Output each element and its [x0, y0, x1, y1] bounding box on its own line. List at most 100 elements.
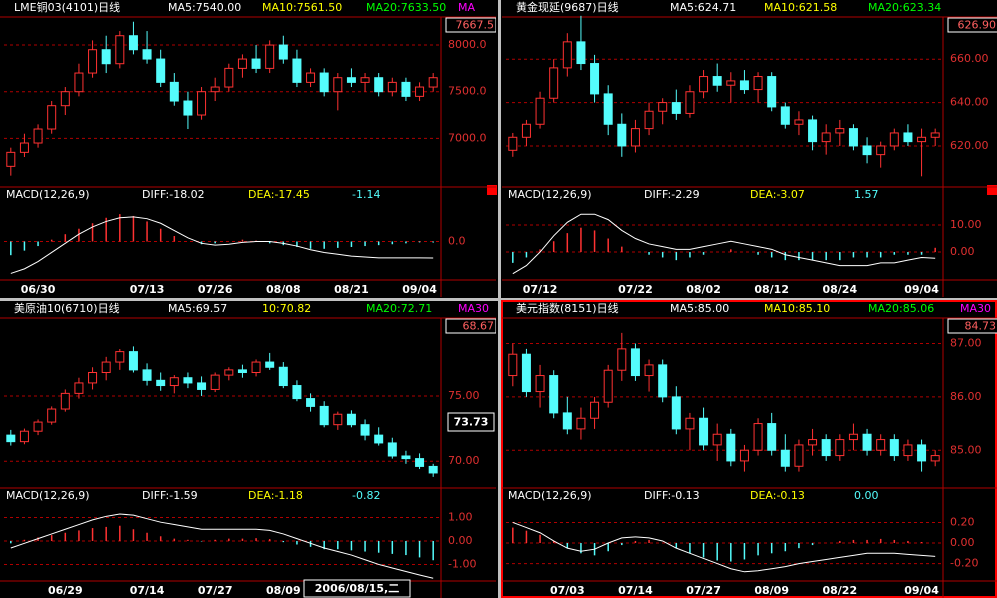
candle-body: [74, 72, 84, 93]
candle-body: [780, 106, 790, 125]
candle-body: [265, 361, 275, 368]
dea-label: DEA:-17.45: [248, 188, 310, 201]
candle-body: [889, 132, 899, 147]
candle-body: [251, 58, 261, 69]
x-tick-label: 07/22: [618, 283, 653, 296]
ma-label: MA5:624.71: [670, 1, 736, 14]
candle-body: [360, 77, 370, 83]
diff-line: [10, 513, 434, 579]
y-tick-label: 85.00: [950, 443, 982, 456]
candle-body: [903, 132, 913, 143]
candle-body: [292, 58, 302, 83]
candle-body: [617, 348, 627, 371]
candle-body: [210, 86, 220, 93]
x-tick-label: 06/30: [21, 283, 56, 296]
candle-body: [590, 401, 600, 419]
chart-title: 美原油10(6710)日线: [14, 301, 120, 315]
ma-label: MA10:7561.50: [262, 1, 342, 14]
candle-body: [387, 81, 397, 93]
candle-body: [60, 91, 70, 107]
ma-label: MA20:72.71: [366, 302, 432, 315]
candle-body: [917, 136, 927, 143]
candle-body: [535, 375, 545, 393]
candle-body: [644, 364, 654, 377]
candle-body: [671, 102, 681, 114]
candle-body: [401, 81, 411, 97]
x-tick-label: 07/26: [198, 283, 233, 296]
candle-body: [306, 72, 316, 83]
diff-label: DIFF:-2.29: [644, 188, 700, 201]
candle-body: [415, 86, 425, 97]
macd-value-label: -1.14: [352, 188, 380, 201]
x-tick-label: 09/04: [904, 584, 939, 597]
candle-body: [562, 412, 572, 430]
diff-line: [10, 216, 434, 274]
candle-body: [753, 423, 763, 451]
chart-title: 美元指数(8151)日线: [516, 301, 619, 315]
candle-body: [88, 371, 98, 384]
candle-body: [767, 423, 777, 451]
macd-tick-label: -0.20: [950, 557, 978, 570]
x-tick-label: 08/09: [754, 584, 789, 597]
y-tick-label: 7500.0: [448, 85, 487, 98]
ma-label: MA20:85.06: [868, 302, 934, 315]
candle-body: [428, 77, 438, 88]
ma-label: MA20:7633.50: [366, 1, 446, 14]
candle-body: [521, 123, 531, 138]
x-tick-label: 06/29: [48, 584, 83, 597]
candle-body: [387, 442, 397, 457]
y-tick-label: 620.00: [950, 139, 989, 152]
candle-body: [590, 63, 600, 95]
x-tick-label: 09/04: [402, 283, 437, 296]
candle-body: [115, 351, 125, 363]
ma-label: MA30: [960, 302, 991, 315]
candle-body: [685, 417, 695, 430]
candle-body: [821, 439, 831, 457]
x-tick-label: 08/24: [822, 283, 857, 296]
candle-body: [156, 58, 166, 83]
candle-body: [630, 348, 640, 377]
candle-body: [576, 41, 586, 65]
candle-body: [60, 392, 70, 410]
macd-tick-label: 10.00: [950, 218, 982, 231]
dea-label: DEA:-3.07: [750, 188, 805, 201]
candle-body: [535, 97, 545, 125]
candle-body: [428, 465, 438, 474]
y-tick-label: 660.00: [950, 52, 989, 65]
candle-body: [360, 424, 370, 436]
candle-body: [115, 35, 125, 65]
macd-label: MACD(12,26,9): [6, 489, 90, 502]
candle-body: [658, 364, 668, 398]
macd-label: MACD(12,26,9): [6, 188, 90, 201]
y-tick-label: 87.00: [950, 337, 982, 350]
candle-body: [808, 439, 818, 446]
candle-body: [183, 377, 193, 384]
candle-body: [739, 80, 749, 91]
x-tick-label: 07/03: [550, 584, 585, 597]
x-tick-label: 07/12: [523, 283, 558, 296]
candle-body: [808, 119, 818, 143]
candle-body: [835, 439, 845, 457]
diff-label: DIFF:-0.13: [644, 489, 700, 502]
candle-body: [237, 58, 247, 69]
candle-body: [265, 44, 275, 69]
ma-label: MA5:69.57: [168, 302, 227, 315]
candle-body: [415, 458, 425, 467]
candle-body: [576, 417, 586, 430]
macd-tick-label: 0.0: [448, 235, 466, 248]
candle-body: [862, 433, 872, 451]
dea-label: DEA:-1.18: [248, 489, 303, 502]
chart-panel: LME铜03(4101)日线 MA5:7540.00 MA10:7561.50 MA2…: [0, 0, 496, 297]
candle-body: [88, 49, 98, 74]
candle-body: [374, 434, 384, 444]
price-tag: 84.73: [965, 320, 997, 333]
chart-panel: 美原油10(6710)日线 MA5:69.57 10:70.82 MA20:72.71…: [0, 301, 496, 598]
chart-panel: 黄金现延(9687)日线 MA5:624.71 MA10:621.58 MA20:62…: [502, 0, 997, 297]
candle-body: [889, 439, 899, 457]
macd-tick-label: 0.00: [950, 536, 975, 549]
candle-body: [508, 136, 518, 151]
candle-body: [549, 67, 559, 99]
price-tag: 7667.5: [456, 19, 495, 32]
candle-body: [794, 119, 804, 125]
candle-body: [6, 434, 16, 443]
